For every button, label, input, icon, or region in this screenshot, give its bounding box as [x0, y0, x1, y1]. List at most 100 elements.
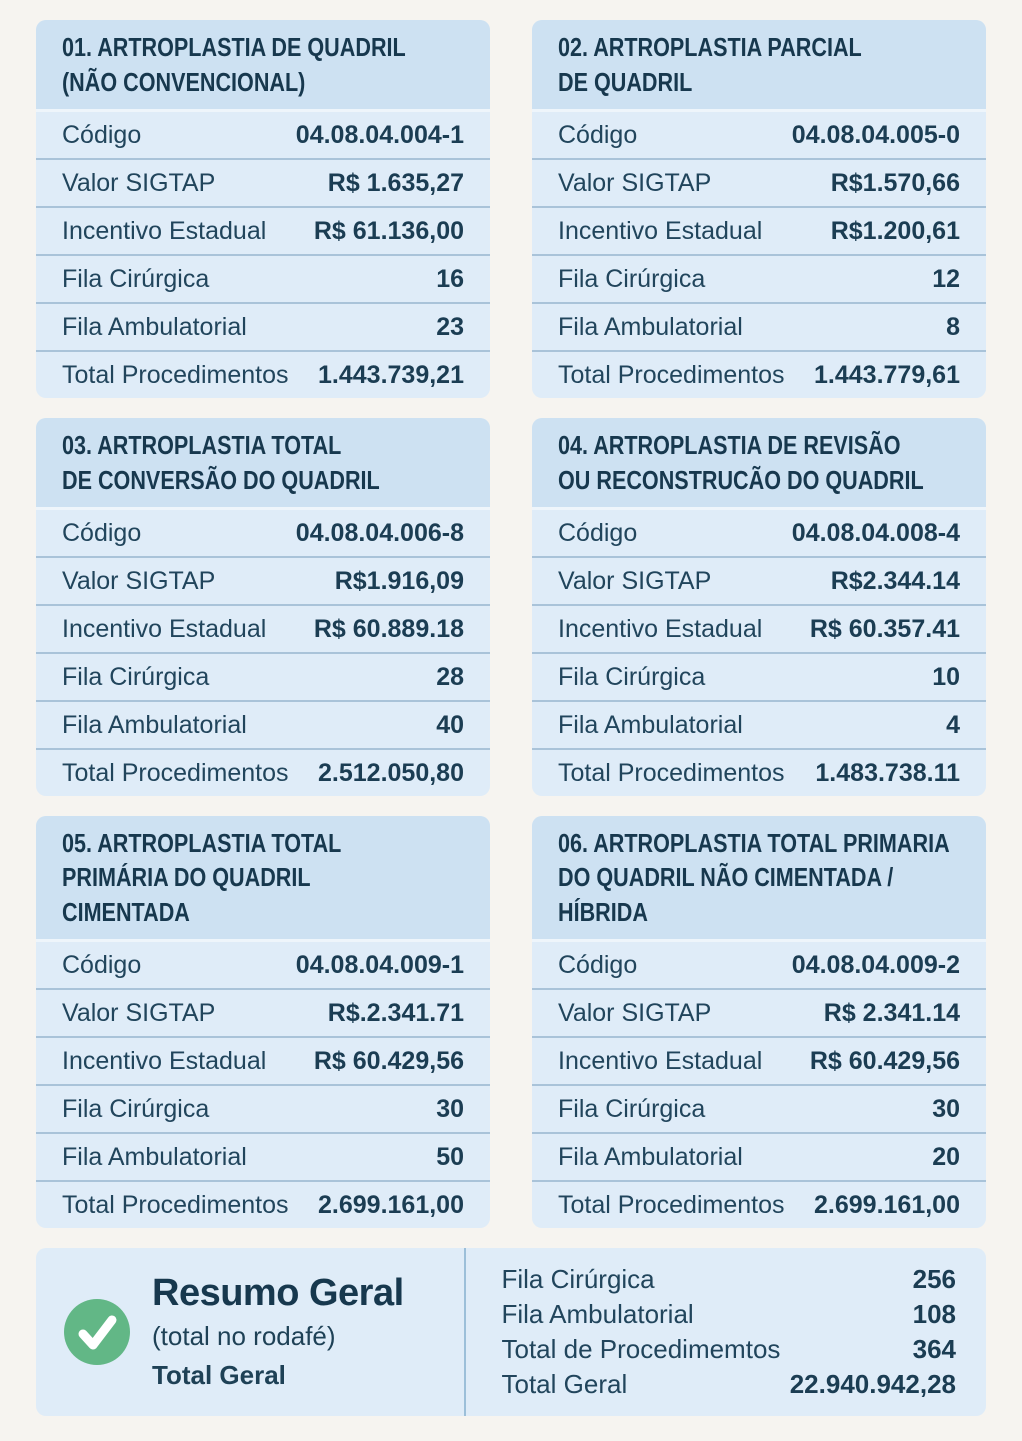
row-valor-sigtap: Valor SIGTAP R$2.344.14: [532, 556, 986, 604]
summary-card: Resumo Geral (total no rodafé) Total Ger…: [36, 1248, 986, 1416]
row-label: Fila Cirúrgica: [62, 264, 210, 293]
row-value: 30: [932, 1094, 960, 1123]
procedure-card-title: 05. ARTROPLASTIA TOTAL PRIMÁRIA DO QUADR…: [62, 828, 342, 927]
row-label: Fila Cirúrgica: [558, 264, 706, 293]
row-label: Valor SIGTAP: [62, 168, 216, 197]
row-value: 04.08.04.009-2: [791, 950, 960, 979]
row-fila-cirurgica: Fila Cirúrgica 16: [36, 254, 490, 302]
row-value: 30: [436, 1094, 464, 1123]
row-fila-cirurgica: Fila Cirúrgica 12: [532, 254, 986, 302]
row-valor-sigtap: Valor SIGTAP R$ 2.341.14: [532, 988, 986, 1036]
row-value: 04.08.04.006-8: [295, 518, 464, 547]
row-fila-cirurgica: Fila Cirúrgica 30: [532, 1084, 986, 1132]
row-label: Total Procedimentos: [558, 758, 785, 787]
row-value: 2.699.161,00: [318, 1190, 464, 1219]
row-fila-ambulatorial: Fila Ambulatorial 8: [532, 302, 986, 350]
row-value: 20: [932, 1142, 960, 1171]
summary-row-fila-cirurgica: Fila Cirúrgica 256: [502, 1264, 957, 1295]
row-incentivo-estadual: Incentivo Estadual R$ 60.357.41: [532, 604, 986, 652]
row-label: Fila Cirúrgica: [558, 1094, 706, 1123]
row-label: Código: [62, 950, 142, 979]
procedure-card: 05. ARTROPLASTIA TOTAL PRIMÁRIA DO QUADR…: [36, 816, 490, 1228]
row-value: 108: [912, 1299, 956, 1329]
row-label: Total Procedimentos: [62, 360, 289, 389]
procedure-card-header: 02. ARTROPLASTIA PARCIAL DE QUADRIL: [532, 20, 986, 112]
row-label: Fila Ambulatorial: [558, 710, 743, 739]
row-value: 04.08.04.009-1: [295, 950, 464, 979]
row-total-procedimentos: Total Procedimentos 2.699.161,00: [36, 1180, 490, 1228]
row-value: 22.940.942,28: [789, 1369, 956, 1399]
procedure-card-title: 01. ARTROPLASTIA DE QUADRIL (NÃO CONVENC…: [62, 32, 406, 97]
row-incentivo-estadual: Incentivo Estadual R$ 60.429,56: [532, 1036, 986, 1084]
row-value: 04.08.04.005-0: [791, 120, 960, 149]
row-label: Fila Ambulatorial: [62, 1142, 247, 1171]
row-label: Incentivo Estadual: [62, 1046, 267, 1075]
row-label: Valor SIGTAP: [558, 998, 712, 1027]
summary-totals-list: Fila Cirúrgica 256 Fila Ambulatorial 108…: [463, 1248, 987, 1416]
procedure-card: 03. ARTROPLASTIA TOTAL DE CONVERSÃO DO Q…: [36, 418, 490, 796]
row-value: R$1.200,61: [830, 216, 960, 245]
procedure-card-header: 01. ARTROPLASTIA DE QUADRIL (NÃO CONVENC…: [36, 20, 490, 112]
row-codigo: Código 04.08.04.004-1: [36, 112, 490, 158]
row-valor-sigtap: Valor SIGTAP R$1.916,09: [36, 556, 490, 604]
row-incentivo-estadual: Incentivo Estadual R$1.200,61: [532, 206, 986, 254]
row-codigo: Código 04.08.04.005-0: [532, 112, 986, 158]
row-value: 1.443.779,61: [814, 360, 960, 389]
row-value: 28: [436, 662, 464, 691]
row-label: Total Procedimentos: [62, 1190, 289, 1219]
row-total-procedimentos: Total Procedimentos 1.443.739,21: [36, 350, 490, 398]
row-label: Código: [558, 120, 638, 149]
row-label: Incentivo Estadual: [62, 614, 267, 643]
procedure-card-title: 06. ARTROPLASTIA TOTAL PRIMARIA DO QUADR…: [558, 828, 950, 927]
row-label: Código: [558, 518, 638, 547]
row-fila-ambulatorial: Fila Ambulatorial 50: [36, 1132, 490, 1180]
row-valor-sigtap: Valor SIGTAP R$ 1.635,27: [36, 158, 490, 206]
row-value: 2.699.161,00: [814, 1190, 960, 1219]
row-fila-ambulatorial: Fila Ambulatorial 4: [532, 700, 986, 748]
row-label: Total Geral: [501, 1369, 628, 1399]
summary-row-total-procedimentos: Total de Procedimemtos 364: [502, 1334, 957, 1365]
row-value: 12: [932, 264, 960, 293]
row-incentivo-estadual: Incentivo Estadual R$ 60.889.18: [36, 604, 490, 652]
row-incentivo-estadual: Incentivo Estadual R$ 61.136,00: [36, 206, 490, 254]
procedure-card-header: 04. ARTROPLASTIA DE REVISÃO OU RECONSTRU…: [532, 418, 986, 510]
row-value: 23: [436, 312, 464, 341]
procedure-card-header: 03. ARTROPLASTIA TOTAL DE CONVERSÃO DO Q…: [36, 418, 490, 510]
row-label: Incentivo Estadual: [558, 216, 763, 245]
row-label: Valor SIGTAP: [558, 566, 712, 595]
row-value: 2.512.050,80: [318, 758, 464, 787]
row-total-procedimentos: Total Procedimentos 2.699.161,00: [532, 1180, 986, 1228]
row-label: Fila Ambulatorial: [501, 1299, 694, 1329]
check-circle-icon: [64, 1299, 130, 1365]
row-label: Total Procedimentos: [558, 1190, 785, 1219]
row-label: Incentivo Estadual: [62, 216, 267, 245]
row-label: Valor SIGTAP: [62, 566, 216, 595]
row-value: 50: [436, 1142, 464, 1171]
row-fila-cirurgica: Fila Cirúrgica 28: [36, 652, 490, 700]
summary-row-total-geral: Total Geral 22.940.942,28: [502, 1369, 957, 1400]
row-fila-ambulatorial: Fila Ambulatorial 40: [36, 700, 490, 748]
row-incentivo-estadual: Incentivo Estadual R$ 60.429,56: [36, 1036, 490, 1084]
row-label: Total Procedimentos: [558, 360, 785, 389]
row-value: 1.483.738.11: [815, 758, 960, 787]
row-fila-cirurgica: Fila Cirúrgica 10: [532, 652, 986, 700]
row-total-procedimentos: Total Procedimentos 2.512.050,80: [36, 748, 490, 796]
row-value: R$1.570,66: [830, 168, 960, 197]
row-label: Fila Cirúrgica: [62, 662, 210, 691]
row-valor-sigtap: Valor SIGTAP R$1.570,66: [532, 158, 986, 206]
row-label: Valor SIGTAP: [558, 168, 712, 197]
procedure-card: 01. ARTROPLASTIA DE QUADRIL (NÃO CONVENC…: [36, 20, 490, 398]
row-label: Código: [62, 120, 142, 149]
row-total-procedimentos: Total Procedimentos 1.443.779,61: [532, 350, 986, 398]
row-fila-cirurgica: Fila Cirúrgica 30: [36, 1084, 490, 1132]
row-value: 10: [932, 662, 960, 691]
row-label: Fila Cirúrgica: [558, 662, 706, 691]
procedure-card: 06. ARTROPLASTIA TOTAL PRIMARIA DO QUADR…: [532, 816, 986, 1228]
row-valor-sigtap: Valor SIGTAP R$.2.341.71: [36, 988, 490, 1036]
row-value: 16: [436, 264, 464, 293]
row-label: Código: [62, 518, 142, 547]
row-value: R$ 1.635,27: [327, 168, 464, 197]
row-label: Valor SIGTAP: [62, 998, 216, 1027]
summary-left-section: Resumo Geral (total no rodafé) Total Ger…: [36, 1248, 464, 1416]
